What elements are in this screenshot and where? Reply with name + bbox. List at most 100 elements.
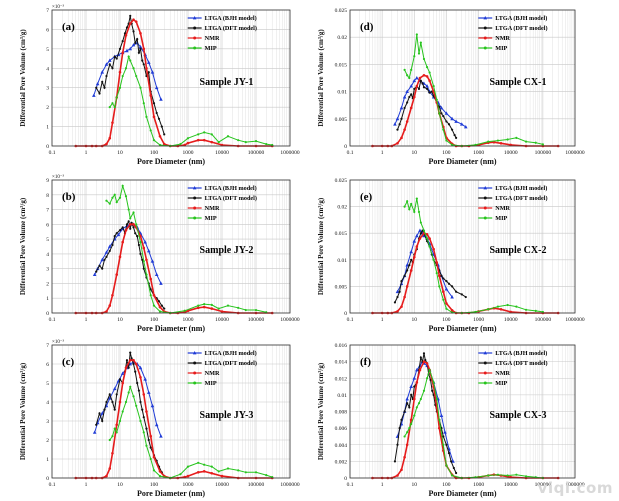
legend-marker [483, 196, 487, 200]
data-point [398, 123, 401, 126]
data-point [186, 465, 190, 468]
y-tick-label: 0 [344, 144, 347, 150]
data-point [226, 135, 230, 138]
data-point [460, 293, 463, 296]
data-point [154, 85, 159, 90]
legend-marker [193, 46, 197, 50]
data-point [425, 232, 429, 236]
data-point [152, 139, 156, 142]
x-tick-label: 100 [442, 317, 451, 323]
data-point [129, 385, 132, 388]
x-tick-label: 1000 [473, 482, 484, 488]
data-point [141, 408, 144, 411]
data-point [162, 142, 166, 146]
data-point [435, 397, 438, 401]
data-point [393, 301, 397, 304]
x-tick-label: 10000 [215, 317, 229, 323]
data-point [108, 202, 111, 205]
data-point [400, 305, 403, 308]
legend-marker [193, 381, 197, 385]
data-point [419, 79, 422, 82]
data-point [108, 304, 112, 307]
legend-marker [192, 351, 197, 355]
data-point [139, 86, 142, 89]
x-tick-label: 0.1 [49, 317, 56, 323]
data-point [98, 264, 101, 267]
data-point [428, 79, 431, 83]
x-tick-label: 1000 [183, 317, 194, 323]
data-point [455, 136, 458, 139]
data-point [142, 102, 145, 105]
data-point [515, 473, 518, 476]
data-point [136, 235, 139, 238]
data-point [430, 90, 433, 93]
data-point [450, 295, 454, 299]
data-point [412, 376, 417, 380]
data-point [158, 134, 162, 138]
data-point [217, 470, 220, 473]
legend-label: LTGA (BJH model) [495, 350, 547, 357]
y-tick-label: 6 [46, 27, 49, 33]
data-point [406, 269, 409, 272]
data-point [118, 378, 122, 381]
legend-label: LTGA (DFT model) [205, 360, 257, 367]
legend-marker [483, 26, 487, 30]
series-line [109, 54, 273, 147]
data-point [402, 95, 407, 99]
data-point [410, 422, 413, 426]
data-point [210, 303, 213, 306]
data-point [409, 418, 413, 422]
data-point [142, 260, 145, 263]
data-point [104, 250, 109, 254]
data-point [418, 228, 422, 232]
data-point [463, 124, 468, 129]
data-point [145, 115, 148, 118]
data-point [131, 42, 136, 47]
legend-marker [483, 36, 487, 40]
x-tick-label: 100000 [248, 150, 265, 156]
x-tick-label: 1000000 [280, 482, 300, 488]
data-point [445, 120, 448, 123]
data-point [142, 246, 146, 250]
data-point [118, 419, 122, 423]
data-point [403, 128, 406, 131]
data-point [400, 279, 403, 283]
data-point [432, 247, 435, 251]
data-point [405, 263, 409, 267]
legend-marker [483, 361, 487, 365]
y-tick-label: 5 [46, 237, 49, 243]
data-series [108, 54, 274, 148]
plot-frame [51, 344, 291, 479]
data-point [450, 285, 454, 288]
y-tick-label: 4 [46, 252, 49, 258]
data-point [413, 210, 416, 214]
y-tick-label: 4 [46, 400, 49, 406]
data-point [108, 136, 112, 140]
data-point [152, 469, 156, 472]
data-point [444, 111, 449, 115]
data-point [393, 122, 397, 126]
y-tick-label: 2 [46, 281, 49, 287]
data-point [143, 240, 147, 244]
data-point [415, 233, 419, 238]
y-tick-label: 1 [46, 457, 49, 463]
data-point [425, 84, 429, 88]
y-tick-label: 0.02 [337, 205, 347, 211]
y-tick-label: 0.015 [335, 62, 348, 68]
x-tick-label: 10 [412, 317, 418, 323]
data-point [506, 303, 509, 307]
data-point [524, 140, 528, 143]
data-point [118, 229, 122, 232]
y-tick-label: 0 [46, 144, 49, 150]
data-point [196, 138, 200, 142]
data-point [186, 474, 190, 478]
data-point [139, 419, 142, 423]
data-point [412, 255, 416, 259]
data-point [105, 310, 108, 313]
data-point [428, 91, 431, 94]
data-point [111, 452, 114, 455]
data-point [159, 97, 163, 101]
data-point [442, 128, 445, 131]
data-point [129, 227, 132, 230]
